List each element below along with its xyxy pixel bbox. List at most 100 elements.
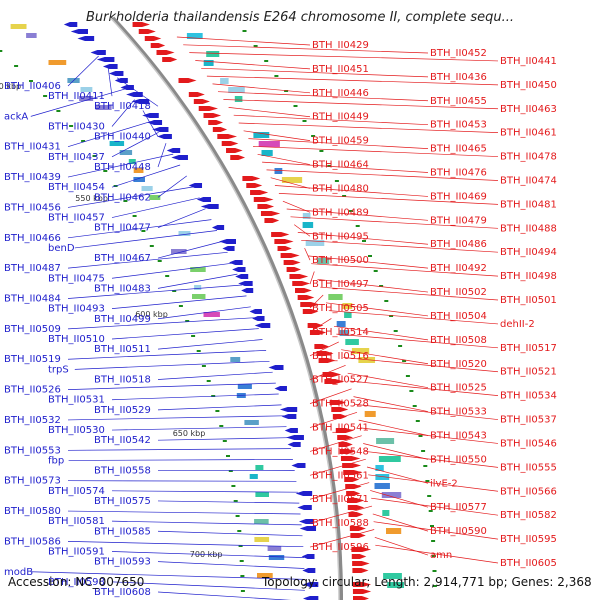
gene-label-left[interactable]: BTH_II0509 [4, 324, 61, 335]
gene-label-left[interactable]: BTH_II0493 [48, 304, 105, 315]
feature-block[interactable] [141, 186, 153, 191]
gene-label-right[interactable]: BTH_II0605 [500, 558, 557, 569]
gene-label-left[interactable]: BTH_II0510 [48, 334, 105, 345]
feature-block[interactable] [186, 33, 203, 39]
feature-block[interactable] [79, 96, 94, 101]
gene-forward-arrow[interactable] [345, 484, 362, 489]
gene-label-right[interactable]: BTH_II0441 [500, 56, 557, 67]
gene-label-left[interactable]: BTH_II0575 [94, 496, 151, 507]
gene-label-right[interactable]: BTH_II0465 [430, 144, 487, 155]
feature-block[interactable] [254, 537, 270, 542]
gene-label-right[interactable]: BTH_II0453 [430, 120, 487, 131]
gene-forward-arrow[interactable] [346, 491, 361, 496]
gene-forward-arrow[interactable] [349, 526, 366, 531]
gene-label-right[interactable]: BTH_II0508 [430, 335, 487, 346]
gene-forward-arrow[interactable] [337, 435, 354, 440]
gene-label-left[interactable]: BTH_II0448 [94, 162, 151, 173]
gene-label-left[interactable]: BTH_II0483 [94, 283, 151, 294]
gene-forward-arrow[interactable] [280, 253, 300, 258]
feature-block[interactable] [254, 519, 269, 524]
gene-label-left[interactable]: BTH_II0558 [94, 466, 151, 477]
gene-forward-arrow[interactable] [332, 414, 348, 419]
gene-reverse-arrow[interactable] [249, 309, 262, 314]
gene-label-right[interactable]: BTH_II0533 [430, 407, 487, 418]
gene-forward-arrow[interactable] [350, 533, 366, 538]
gene-forward-arrow[interactable] [193, 99, 210, 104]
gene-reverse-arrow[interactable] [157, 134, 172, 139]
gene-forward-arrow[interactable] [198, 106, 219, 111]
gene-label-right[interactable]: BTH_II0534 [500, 391, 557, 402]
gene-forward-arrow[interactable] [203, 113, 222, 118]
gene-label-left[interactable]: BTH_II0457 [48, 213, 105, 224]
feature-block[interactable] [237, 384, 252, 389]
gene-label-right[interactable]: BTH_II0479 [430, 215, 487, 226]
gene-label-left[interactable]: BTH_II0591 [48, 547, 105, 558]
feature-block[interactable] [382, 510, 390, 516]
gene-label-left[interactable]: BTH_II0608 [94, 587, 151, 598]
gene-label-right[interactable]: BTH_II0525 [430, 383, 487, 394]
gene-reverse-arrow[interactable] [131, 99, 150, 104]
gene-forward-arrow[interactable] [253, 197, 274, 202]
gene-label-left[interactable]: BTH_II0430 [48, 122, 105, 133]
gene-forward-arrow[interactable] [208, 120, 224, 125]
gene-forward-arrow[interactable] [188, 92, 205, 97]
gene-forward-arrow[interactable] [178, 78, 197, 83]
gene-label-right[interactable]: BTH_II0481 [500, 199, 557, 210]
feature-block[interactable] [133, 177, 145, 182]
gene-forward-arrow[interactable] [150, 43, 166, 48]
gene-forward-arrow[interactable] [316, 351, 334, 356]
gene-label-right[interactable]: BTH_II0541 [312, 423, 369, 434]
gene-forward-arrow[interactable] [342, 463, 362, 468]
gene-reverse-arrow[interactable] [232, 267, 246, 272]
feature-block[interactable] [261, 150, 273, 156]
gene-label-right[interactable]: BTH_II0436 [430, 72, 487, 83]
gene-forward-arrow[interactable] [283, 260, 301, 265]
gene-label-left[interactable]: BTH_II0454 [48, 182, 105, 193]
feature-block[interactable] [387, 582, 405, 588]
feature-block[interactable] [228, 87, 245, 93]
gene-label-right[interactable]: BTH_II0486 [430, 239, 487, 250]
gene-reverse-arrow[interactable] [299, 526, 317, 531]
gene-label-right[interactable]: BTH_II0516 [312, 351, 369, 362]
gene-forward-arrow[interactable] [264, 218, 280, 223]
gene-forward-arrow[interactable] [230, 155, 246, 160]
gene-label-right[interactable]: BTH_II0561 [312, 470, 369, 481]
gene-forward-arrow[interactable] [348, 512, 364, 517]
feature-block[interactable] [203, 312, 220, 317]
gene-reverse-arrow[interactable] [284, 428, 298, 433]
gene-label-left[interactable]: BTH_II0526 [4, 385, 61, 396]
gene-forward-arrow[interactable] [217, 134, 238, 139]
feature-block[interactable] [328, 294, 343, 300]
gene-label-right[interactable]: BTH_II0517 [500, 343, 557, 354]
feature-block[interactable] [48, 60, 67, 65]
gene-label-right[interactable]: BTH_II0494 [500, 247, 557, 258]
gene-reverse-arrow[interactable] [126, 92, 143, 97]
gene-forward-arrow[interactable] [352, 561, 370, 566]
gene-forward-arrow[interactable] [340, 456, 361, 461]
gene-reverse-arrow[interactable] [70, 29, 89, 34]
gene-label-left[interactable]: BTH_II0477 [94, 223, 151, 234]
feature-block[interactable] [255, 492, 269, 497]
feature-block[interactable] [253, 132, 270, 138]
gene-label-right[interactable]: BTH_II0595 [500, 534, 557, 545]
gene-label-left[interactable]: BTH_II0439 [4, 172, 61, 183]
gene-label-left[interactable]: BTH_II0437 [48, 152, 105, 163]
gene-label-left[interactable]: BTH_II0406 [4, 81, 61, 92]
gene-label-right[interactable]: BTH_II0488 [500, 223, 557, 234]
gene-label-right[interactable]: BTH_II0463 [500, 104, 557, 115]
gene-label-right[interactable]: BTH_II0492 [430, 263, 487, 274]
feature-block[interactable] [305, 240, 325, 246]
gene-reverse-arrow[interactable] [302, 568, 316, 573]
feature-block[interactable] [381, 492, 402, 498]
gene-label-left[interactable]: BTH_II0580 [4, 506, 61, 517]
gene-forward-arrow[interactable] [324, 379, 345, 384]
gene-label-left[interactable]: BTH_II0553 [4, 445, 61, 456]
gene-forward-arrow[interactable] [331, 407, 349, 412]
gene-label-left[interactable]: BTH_II0518 [94, 375, 151, 386]
feature-block[interactable] [244, 420, 259, 425]
gene-label-right[interactable]: BTH_II0480 [312, 183, 369, 194]
gene-label-right[interactable]: BTH_II0449 [312, 112, 369, 123]
feature-block[interactable] [374, 483, 390, 489]
gene-label-left[interactable]: BTH_II0598 [48, 577, 105, 588]
